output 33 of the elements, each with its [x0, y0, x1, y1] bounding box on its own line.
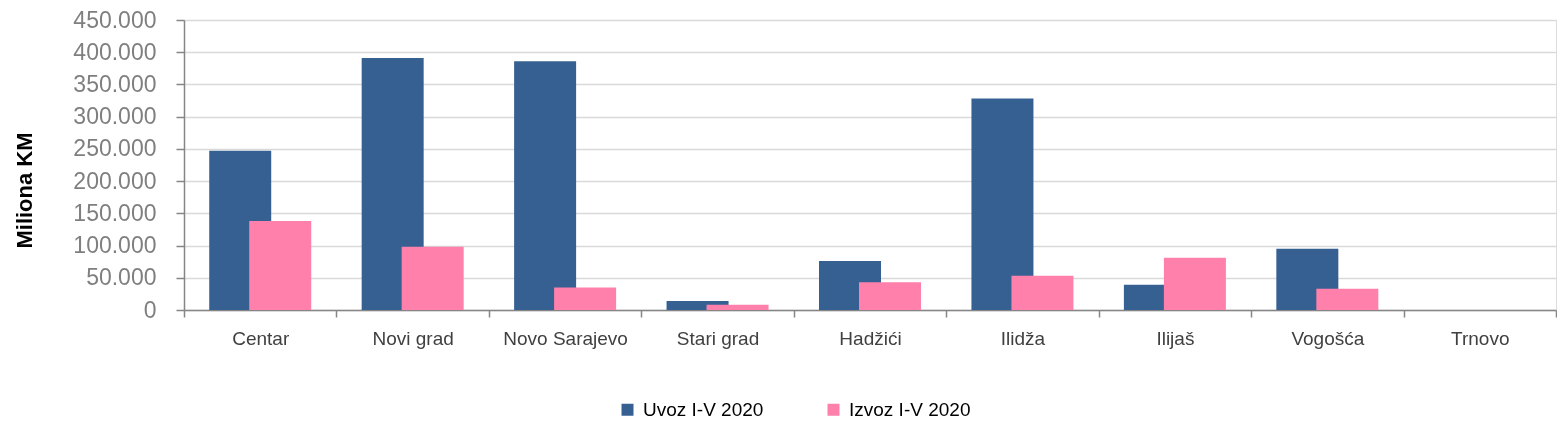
- y-tick-label: 450.000: [73, 6, 157, 33]
- bar: [706, 304, 769, 310]
- y-axis-title: Miliona KM: [11, 132, 37, 249]
- x-tick-label: Vogošća: [1291, 327, 1365, 349]
- bar: [1011, 275, 1074, 310]
- bar: [971, 98, 1034, 310]
- y-tick-label: 350.000: [73, 70, 157, 97]
- y-tick-label: 400.000: [73, 38, 157, 65]
- bar: [401, 246, 464, 310]
- bar: [1163, 257, 1226, 310]
- bar: [554, 287, 617, 310]
- bar: [361, 58, 424, 310]
- bar: [859, 282, 921, 310]
- y-tick-label: 150.000: [73, 199, 157, 226]
- x-tick-label: Ilijaš: [1156, 327, 1195, 349]
- x-tick-label: Stari grad: [676, 327, 760, 349]
- bar: [249, 221, 312, 310]
- bar: [1316, 288, 1379, 310]
- y-tick-label: 250.000: [73, 135, 157, 162]
- y-tick-label: 0: [143, 296, 157, 323]
- legend-label: Uvoz I-V 2020: [643, 398, 764, 420]
- x-tick-label: Novi grad: [372, 327, 454, 349]
- x-tick-label: Hadžići: [839, 327, 902, 349]
- x-tick-label: Centar: [232, 327, 290, 349]
- x-tick-label: Trnovo: [1451, 327, 1510, 349]
- legend-label: Izvoz I-V 2020: [849, 398, 971, 420]
- x-tick-label: Ilidža: [1000, 327, 1046, 349]
- bar: [514, 61, 577, 310]
- y-tick-label: 200.000: [73, 167, 157, 194]
- y-tick-label: 50.000: [86, 264, 157, 291]
- y-tick-label: 300.000: [73, 103, 157, 130]
- x-tick-label: Novo Sarajevo: [503, 327, 628, 349]
- y-tick-label: 100.000: [73, 232, 157, 259]
